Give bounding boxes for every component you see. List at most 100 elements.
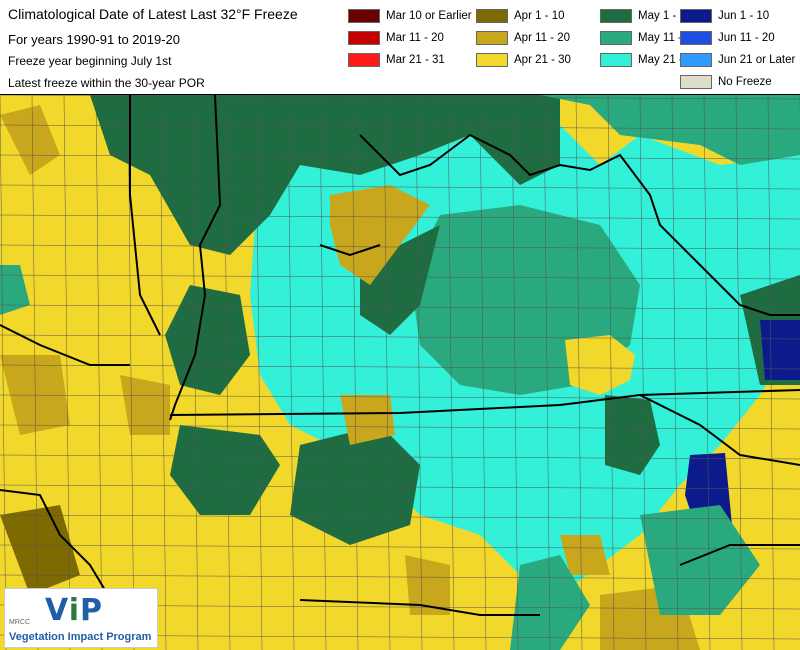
legend-item: Mar 10 or Earlier <box>348 8 472 24</box>
legend-label: Jun 21 or Later <box>718 54 796 66</box>
legend-label: Apr 11 - 20 <box>514 32 571 44</box>
county-line <box>0 214 800 220</box>
county-line <box>0 574 800 580</box>
county-line <box>0 514 800 520</box>
region-may-1-10 <box>90 95 560 255</box>
county-line <box>703 95 711 650</box>
state-border <box>0 489 121 616</box>
county-line <box>671 95 679 650</box>
county-line <box>0 154 800 160</box>
legend-item: Apr 21 - 30 <box>476 52 571 68</box>
county-line <box>63 95 71 650</box>
region-may-11-20 <box>640 505 760 615</box>
county-line <box>575 95 583 650</box>
legend-swatch <box>600 31 632 45</box>
legend-item: Apr 11 - 20 <box>476 30 570 46</box>
county-line <box>255 95 263 650</box>
region-apr-11-20 <box>560 535 610 575</box>
region-may-1-10 <box>605 395 660 475</box>
legend-label: No Freeze <box>718 76 772 88</box>
legend-swatch <box>600 9 632 23</box>
state-border <box>169 95 222 421</box>
county-line <box>735 95 743 650</box>
county-line <box>0 484 800 490</box>
region-may-1-10 <box>360 225 440 335</box>
legend-swatch <box>476 53 508 67</box>
county-line <box>607 95 615 650</box>
legend-label: Apr 1 - 10 <box>514 10 565 22</box>
legend-item: Mar 21 - 31 <box>348 52 445 68</box>
map-description: Latest freeze within the 30-year POR <box>8 76 205 90</box>
legend-swatch <box>348 53 380 67</box>
state-border <box>319 244 381 257</box>
county-line <box>0 244 800 250</box>
map-period: For years 1990-91 to 2019-20 <box>8 32 180 47</box>
logo-subtitle: Vegetation Impact Program <box>9 631 152 643</box>
county-line <box>0 95 7 650</box>
county-line <box>383 95 391 650</box>
region-apr-11-20 <box>120 375 170 435</box>
legend-item: May 1 - 10 <box>600 8 692 24</box>
logo-mark: ViP <box>45 593 103 628</box>
county-line <box>0 304 800 310</box>
county-line <box>0 544 800 550</box>
county-line <box>223 95 231 650</box>
legend-label: Jun 11 - 20 <box>718 32 775 44</box>
legend-label: Mar 21 - 31 <box>386 54 445 66</box>
state-border <box>639 394 800 466</box>
county-line <box>319 95 327 650</box>
county-line <box>415 95 423 650</box>
region-may-1-10 <box>165 285 250 395</box>
legend-item: Jun 1 - 10 <box>680 8 769 24</box>
county-line <box>0 454 800 460</box>
county-line <box>0 394 800 400</box>
freeze-map <box>0 95 800 650</box>
legend-item: Mar 11 - 20 <box>348 30 444 46</box>
legend-label: Jun 1 - 10 <box>718 10 770 22</box>
county-line <box>767 95 775 650</box>
county-line <box>0 364 800 370</box>
county-line <box>31 95 39 650</box>
region-apr-21-30 <box>565 335 635 395</box>
state-border <box>299 599 540 616</box>
region-apr-11-20 <box>340 395 395 445</box>
region-may-11-20 <box>510 555 590 650</box>
county-line <box>0 424 800 430</box>
region-apr-11-20 <box>330 185 430 285</box>
region-may-1-10 <box>170 425 280 515</box>
county-line <box>0 124 800 130</box>
county-line <box>95 95 103 650</box>
state-border <box>0 324 130 366</box>
county-line <box>351 95 359 650</box>
region-jun-1-10 <box>760 320 800 380</box>
region-may-11-20 <box>540 95 800 165</box>
region-apr-11-20 <box>0 105 60 175</box>
state-border <box>679 544 800 566</box>
legend-swatch <box>600 53 632 67</box>
legend-label: Apr 21 - 30 <box>514 54 571 66</box>
region-may-1-10 <box>290 425 420 545</box>
county-line <box>447 95 455 650</box>
region-apr-1-10 <box>0 505 80 595</box>
county-line <box>0 95 800 100</box>
logo-mark-p: P <box>80 593 103 628</box>
legend-swatch <box>476 9 508 23</box>
legend-swatch <box>680 31 712 45</box>
state-border <box>129 95 161 336</box>
state-border <box>169 389 800 416</box>
county-line <box>159 95 167 650</box>
legend-label: Mar 11 - 20 <box>386 32 444 44</box>
logo-mark-v: V <box>45 593 69 628</box>
legend-label: Mar 10 or Earlier <box>386 10 472 22</box>
vip-logo: MRCC ViP Vegetation Impact Program <box>4 588 158 648</box>
state-border <box>359 133 800 316</box>
legend-swatch <box>680 9 712 23</box>
legend-item: No Freeze <box>680 74 772 90</box>
legend-item: Apr 1 - 10 <box>476 8 565 24</box>
legend-swatch <box>476 31 508 45</box>
map-freeze-year: Freeze year beginning July 1st <box>8 54 172 68</box>
legend-label: May 1 - 10 <box>638 10 693 22</box>
county-line <box>0 274 800 280</box>
map-header: Climatological Date of Latest Last 32°F … <box>0 0 800 95</box>
legend-item: Jun 21 or Later <box>680 52 795 68</box>
